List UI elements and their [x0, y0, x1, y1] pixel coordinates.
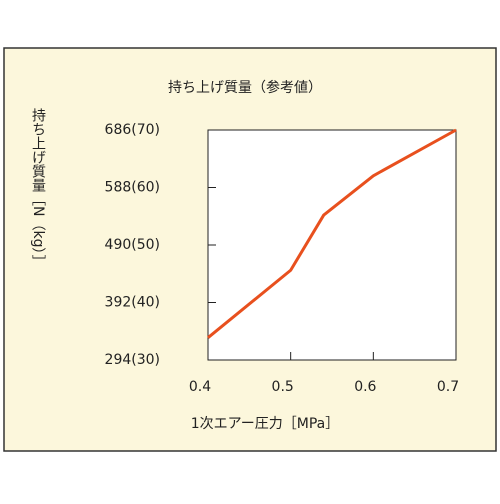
y-tick-label: 686(70)	[105, 122, 160, 138]
y-tick-label: 392(40)	[105, 295, 160, 311]
y-tick-label: 294(30)	[105, 352, 160, 368]
y-axis-label: 持ち上げ質量［N（kg）］	[30, 108, 46, 268]
x-tick-label: 0.4	[189, 379, 211, 395]
y-tick-label: 588(60)	[105, 180, 160, 196]
y-tick-label: 490(50)	[105, 237, 160, 253]
chart-title: 持ち上げ質量（参考値）	[168, 79, 322, 96]
plot-area	[207, 129, 457, 361]
x-axis-label: 1次エアー圧力［MPa］	[191, 416, 340, 432]
x-tick-label: 0.6	[354, 379, 376, 395]
x-tick-label: 0.5	[272, 379, 294, 395]
x-tick-label: 0.7	[437, 379, 459, 395]
data-line	[207, 128, 457, 339]
